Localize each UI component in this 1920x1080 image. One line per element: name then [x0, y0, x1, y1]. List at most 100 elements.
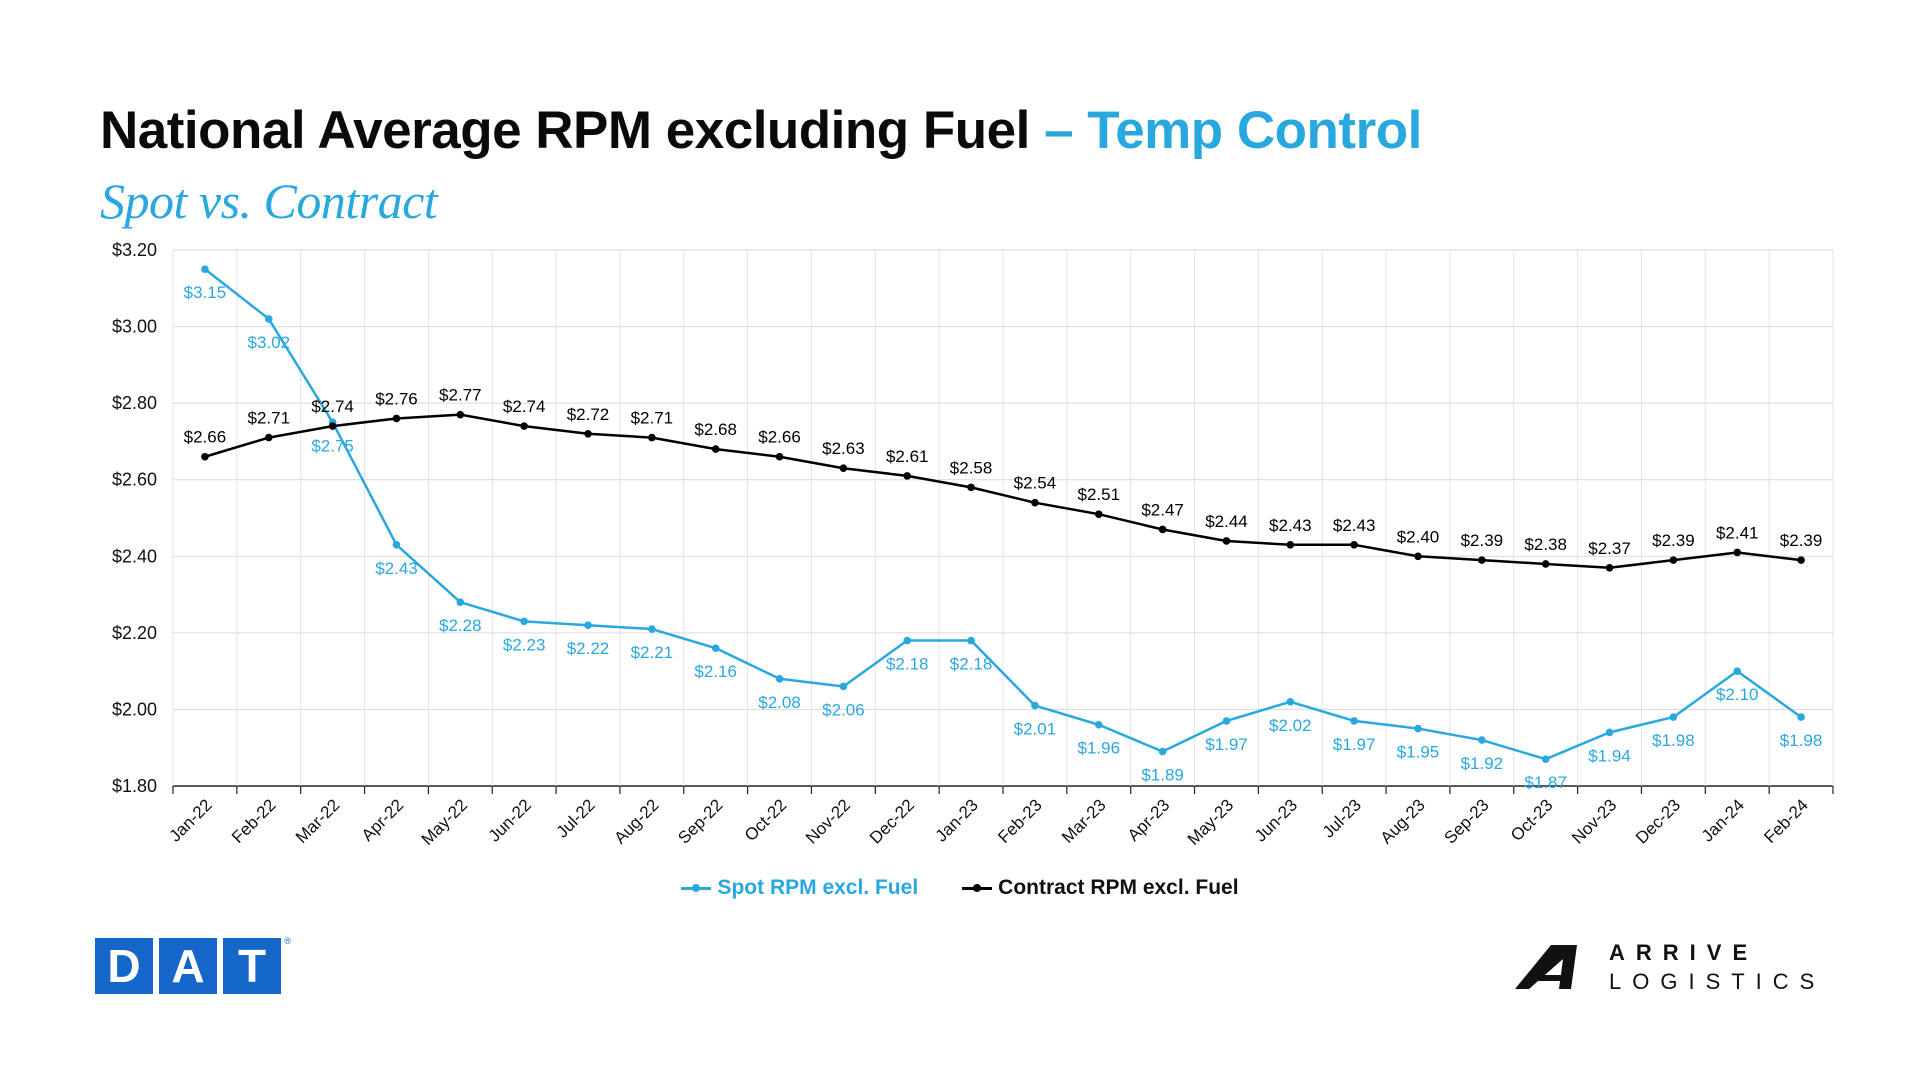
data-label-contract: $2.71 [631, 409, 674, 428]
legend-item-contract: Contract RPM excl. Fuel [962, 876, 1239, 900]
data-label-spot: $1.96 [1077, 739, 1120, 758]
arrive-word: ARRIVE [1609, 940, 1759, 965]
data-label-contract: $2.71 [247, 409, 290, 428]
data-point-contract [711, 445, 720, 453]
dat-letter-t: T [223, 938, 281, 994]
y-tick-label: $3.00 [112, 317, 157, 337]
data-label-spot: $2.06 [822, 700, 865, 719]
legend-label-contract: Contract RPM excl. Fuel [998, 876, 1239, 899]
data-label-contract: $2.39 [1461, 531, 1504, 550]
data-point-contract [839, 464, 848, 473]
data-label-contract: $2.47 [1141, 500, 1184, 519]
data-label-contract: $2.68 [694, 420, 737, 439]
arrive-logistics-logo: ARRIVE LOGISTICS [1515, 938, 1825, 996]
data-point-contract [1094, 510, 1103, 518]
x-tick-label: Sep-22 [674, 795, 726, 847]
data-label-contract: $2.40 [1397, 527, 1440, 546]
data-label-contract: $2.39 [1780, 531, 1823, 550]
data-point-contract [1031, 498, 1039, 507]
data-point-spot [1158, 747, 1167, 756]
data-point-spot [711, 644, 720, 652]
data-label-spot: $2.08 [758, 693, 801, 712]
data-label-contract: $2.77 [439, 386, 482, 405]
series-line-spot [204, 268, 1802, 761]
data-point-spot [1478, 736, 1486, 744]
x-tick-label: Jun-23 [1251, 795, 1301, 845]
data-label-spot: $1.98 [1780, 731, 1823, 750]
data-label-contract: $2.38 [1524, 535, 1567, 554]
data-point-contract [775, 452, 784, 461]
data-label-contract: $2.39 [1652, 531, 1695, 550]
data-point-contract [1797, 556, 1805, 564]
data-label-spot: $2.75 [311, 436, 354, 455]
data-label-contract: $2.74 [503, 397, 546, 416]
dat-letter-d: D [95, 938, 153, 994]
arrive-wordmark: ARRIVE LOGISTICS [1609, 938, 1825, 996]
data-label-spot: $1.89 [1141, 766, 1184, 785]
x-tick-label: Nov-22 [802, 795, 854, 847]
data-point-contract [520, 422, 528, 430]
x-tick-label: Jun-22 [485, 795, 535, 845]
data-point-contract [1669, 556, 1678, 564]
data-point-contract [1158, 525, 1167, 534]
registered-mark: ® [284, 936, 291, 946]
data-point-spot [1031, 701, 1039, 710]
data-point-spot [1414, 724, 1422, 733]
data-point-contract [456, 410, 465, 419]
data-point-spot [201, 265, 209, 273]
data-label-spot: $1.94 [1588, 746, 1631, 765]
y-tick-label: $2.60 [112, 470, 157, 490]
x-tick-label: Dec-22 [866, 795, 918, 847]
page-title: National Average RPM excluding Fuel – Te… [100, 100, 1422, 161]
data-point-spot [584, 621, 592, 629]
chart-legend: Spot RPM excl. Fuel Contract RPM excl. F… [0, 876, 1920, 900]
data-label-contract: $2.63 [822, 439, 865, 458]
data-point-contract [648, 433, 656, 442]
dat-logo: D A T ® [95, 936, 291, 994]
x-tick-label: Aug-23 [1377, 795, 1429, 847]
x-tick-label: Feb-24 [1760, 795, 1812, 847]
data-label-contract: $2.43 [1269, 516, 1312, 535]
data-point-spot [1222, 717, 1231, 725]
data-label-spot: $1.97 [1333, 735, 1376, 754]
data-label-spot: $1.97 [1205, 735, 1248, 754]
data-point-contract [392, 414, 401, 423]
data-label-contract: $2.41 [1716, 523, 1759, 542]
data-label-contract: $2.61 [886, 447, 929, 466]
data-point-contract [201, 452, 209, 461]
data-label-contract: $2.43 [1333, 516, 1376, 535]
data-point-spot [775, 675, 784, 683]
x-tick-label: Apr-23 [1124, 795, 1174, 845]
data-label-spot: $3.02 [247, 333, 290, 352]
x-tick-label: Feb-22 [228, 795, 280, 847]
data-label-spot: $1.92 [1461, 754, 1504, 773]
data-label-contract: $2.66 [758, 428, 801, 447]
x-tick-label: Oct-22 [741, 795, 791, 845]
data-label-contract: $2.51 [1077, 485, 1120, 504]
data-point-spot [1605, 728, 1614, 737]
legend-label-spot: Spot RPM excl. Fuel [717, 876, 919, 899]
data-label-spot: $2.43 [375, 559, 418, 578]
arrive-mark-icon [1515, 945, 1577, 989]
x-tick-label: Dec-23 [1632, 795, 1684, 847]
x-tick-label: Jan-24 [1698, 795, 1748, 845]
data-point-spot [967, 636, 975, 645]
x-tick-label: May-23 [1184, 795, 1238, 849]
data-label-spot: $1.87 [1524, 773, 1567, 792]
dat-letter-a: A [159, 938, 217, 994]
x-tick-label: Mar-23 [1058, 795, 1110, 847]
data-label-spot: $2.01 [1014, 720, 1057, 739]
y-tick-label: $2.40 [112, 546, 157, 566]
data-point-spot [456, 598, 465, 607]
data-label-spot: $1.98 [1652, 731, 1695, 750]
data-label-spot: $3.15 [184, 283, 227, 302]
x-tick-label: Jul-22 [553, 795, 599, 841]
data-label-contract: $2.37 [1588, 539, 1631, 558]
data-point-spot [1094, 720, 1103, 729]
data-point-spot [1733, 667, 1742, 675]
rpm-line-chart: $1.80 $2.00 $2.20 $2.40 $2.60 $2.80 $3.00 $3.20… [112, 240, 1834, 849]
y-tick-label: $1.80 [112, 776, 157, 796]
x-tick-label: Jan-23 [932, 795, 982, 845]
data-label-spot: $2.18 [886, 655, 929, 674]
data-point-contract [1605, 563, 1614, 572]
